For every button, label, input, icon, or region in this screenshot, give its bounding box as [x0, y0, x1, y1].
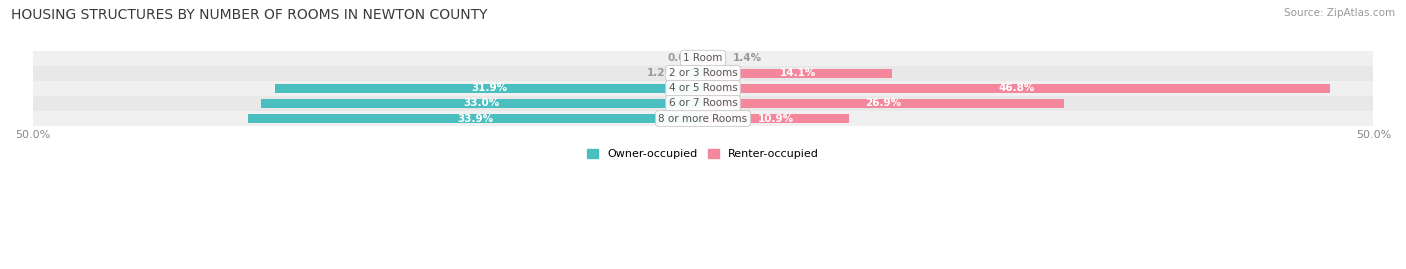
Text: 1.4%: 1.4%: [733, 53, 762, 63]
Bar: [703, 84, 1330, 93]
Bar: [249, 114, 703, 123]
Text: 26.9%: 26.9%: [865, 98, 901, 108]
Text: 33.9%: 33.9%: [458, 114, 494, 123]
Bar: [703, 54, 721, 63]
Text: HOUSING STRUCTURES BY NUMBER OF ROOMS IN NEWTON COUNTY: HOUSING STRUCTURES BY NUMBER OF ROOMS IN…: [11, 8, 488, 22]
Text: 46.8%: 46.8%: [998, 83, 1035, 93]
Text: 1 Room: 1 Room: [683, 53, 723, 63]
Text: 14.1%: 14.1%: [779, 68, 815, 78]
Text: Source: ZipAtlas.com: Source: ZipAtlas.com: [1284, 8, 1395, 18]
Bar: [32, 96, 1374, 111]
Bar: [703, 69, 891, 78]
Bar: [703, 114, 849, 123]
Bar: [32, 66, 1374, 81]
Bar: [703, 99, 1064, 108]
Text: 10.9%: 10.9%: [758, 114, 794, 123]
Text: 1.2%: 1.2%: [647, 68, 676, 78]
Text: 0.0%: 0.0%: [668, 53, 696, 63]
Text: 6 or 7 Rooms: 6 or 7 Rooms: [669, 98, 737, 108]
Bar: [260, 99, 703, 108]
Text: 8 or more Rooms: 8 or more Rooms: [658, 114, 748, 123]
Bar: [32, 111, 1374, 126]
Bar: [688, 69, 703, 78]
Legend: Owner-occupied, Renter-occupied: Owner-occupied, Renter-occupied: [582, 144, 824, 164]
Text: 4 or 5 Rooms: 4 or 5 Rooms: [669, 83, 737, 93]
Text: 2 or 3 Rooms: 2 or 3 Rooms: [669, 68, 737, 78]
Text: 31.9%: 31.9%: [471, 83, 508, 93]
Bar: [276, 84, 703, 93]
Text: 33.0%: 33.0%: [464, 98, 501, 108]
Bar: [32, 81, 1374, 96]
Bar: [32, 51, 1374, 66]
